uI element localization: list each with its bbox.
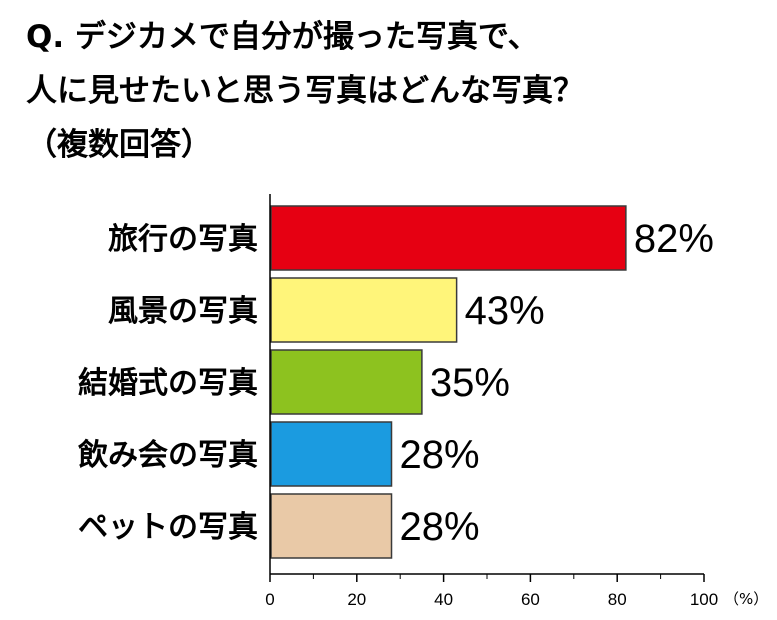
title-line-3: （複数回答） (26, 127, 212, 163)
bar (270, 421, 393, 487)
category-label: ペットの写真 (78, 510, 258, 545)
value-label: 28% (400, 433, 480, 477)
value-label: 43% (465, 289, 545, 333)
value-label: 35% (430, 361, 510, 405)
bar (270, 349, 423, 415)
x-unit-label: （%） (724, 590, 768, 608)
bar (270, 277, 458, 343)
title-line-2: 人に見せたいと思う写真はどんな写真？ (26, 73, 584, 109)
category-label: 結婚式の写真 (78, 366, 258, 401)
category-label: 旅行の写真 (108, 222, 258, 257)
x-tick-label: 100 (690, 590, 718, 609)
value-label: 82% (634, 217, 714, 261)
title-line-1: Q. デジカメで自分が撮った写真で、 (26, 19, 539, 55)
x-tick-label: 40 (434, 590, 453, 609)
category-label: 風景の写真 (108, 294, 258, 329)
x-tick-label: 0 (265, 590, 274, 609)
bars-layer: 旅行の写真 82% 風景の写真 43% 結婚式の写真 35% 飲み会の写真 28% ペットの写真… (78, 205, 714, 559)
value-label: 28% (400, 505, 480, 549)
chart-title: Q. デジカメで自分が撮った写真で、 人に見せたいと思う写真はどんな写真？ （複… (26, 10, 584, 172)
bar (270, 493, 393, 559)
bar (270, 205, 627, 271)
x-tick-label: 20 (347, 590, 366, 609)
category-label: 飲み会の写真 (78, 438, 258, 473)
x-tick-label: 80 (608, 590, 627, 609)
axis-layer: 0 20 40 60 80 100 （%） (265, 194, 768, 609)
x-tick-label: 60 (521, 590, 540, 609)
